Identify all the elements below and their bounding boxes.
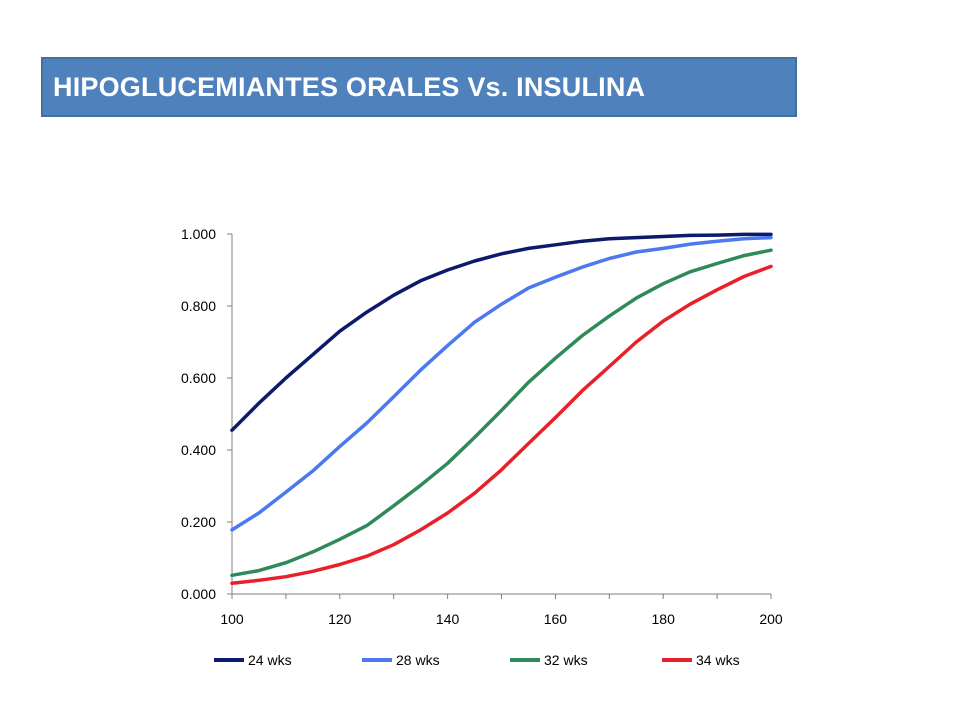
y-tick-label: 0.400 <box>181 442 216 458</box>
series-line-32-wks <box>230 248 773 578</box>
slide-title-box: HIPOGLUCEMIANTES ORALES Vs. INSULINA <box>41 57 797 117</box>
series-line-28-wks <box>230 235 773 532</box>
y-tick-label: 0.000 <box>181 586 216 602</box>
y-axis-label: Probability of insulin need <box>159 326 175 501</box>
x-tick-label: 100 <box>220 611 244 627</box>
series-line-34-wks <box>230 264 773 585</box>
y-tick-label: 0.600 <box>181 370 216 386</box>
chart-axes <box>227 233 772 599</box>
y-axis-label-group: Probability of insulin need <box>159 326 175 501</box>
y-tick-label: 0.800 <box>181 298 216 314</box>
x-tick-label: 160 <box>544 611 568 627</box>
legend-label: 24 wks <box>248 652 292 668</box>
legend-label: 34 wks <box>696 652 740 668</box>
x-tick-label: 120 <box>328 611 352 627</box>
series-line-24-wks <box>230 232 773 432</box>
chart-legend: 24 wks 28 wks 32 wks 34 wks <box>214 652 740 668</box>
slide-title: HIPOGLUCEMIANTES ORALES Vs. INSULINA <box>53 71 646 102</box>
legend-label: 32 wks <box>544 652 588 668</box>
x-tick-label: 200 <box>759 611 783 627</box>
chart-tick-labels: 0.000 0.200 0.400 0.600 0.800 1.000 100 120 140 1… <box>181 226 783 627</box>
y-tick-label: 1.000 <box>181 226 216 242</box>
x-tick-label: 140 <box>436 611 460 627</box>
chart-series <box>230 232 773 585</box>
x-tick-label: 180 <box>652 611 676 627</box>
y-tick-label: 0.200 <box>181 514 216 530</box>
legend-label: 28 wks <box>396 652 440 668</box>
